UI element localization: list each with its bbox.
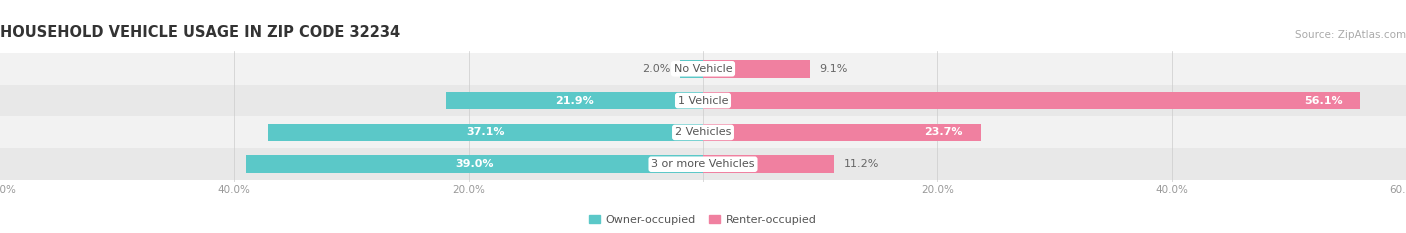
- Bar: [703, 124, 981, 141]
- Legend: Owner-occupied, Renter-occupied: Owner-occupied, Renter-occupied: [585, 211, 821, 230]
- Bar: [447, 92, 703, 109]
- Text: 3 or more Vehicles: 3 or more Vehicles: [651, 159, 755, 169]
- Bar: [679, 60, 703, 78]
- Bar: [703, 155, 834, 173]
- Bar: [703, 92, 1361, 109]
- Bar: [269, 124, 703, 141]
- Bar: [703, 60, 810, 78]
- Text: 9.1%: 9.1%: [818, 64, 848, 74]
- Text: Source: ZipAtlas.com: Source: ZipAtlas.com: [1295, 30, 1406, 40]
- Text: HOUSEHOLD VEHICLE USAGE IN ZIP CODE 32234: HOUSEHOLD VEHICLE USAGE IN ZIP CODE 3223…: [0, 25, 401, 40]
- Bar: [0, 148, 1406, 180]
- Text: 23.7%: 23.7%: [925, 127, 963, 137]
- Text: 2 Vehicles: 2 Vehicles: [675, 127, 731, 137]
- Text: 11.2%: 11.2%: [844, 159, 879, 169]
- Text: 1 Vehicle: 1 Vehicle: [678, 96, 728, 106]
- Text: 56.1%: 56.1%: [1305, 96, 1343, 106]
- Bar: [0, 116, 1406, 148]
- Text: 2.0%: 2.0%: [641, 64, 671, 74]
- Text: 37.1%: 37.1%: [467, 127, 505, 137]
- Bar: [246, 155, 703, 173]
- Bar: [0, 53, 1406, 85]
- Text: No Vehicle: No Vehicle: [673, 64, 733, 74]
- Text: 39.0%: 39.0%: [456, 159, 494, 169]
- Text: 21.9%: 21.9%: [555, 96, 595, 106]
- Bar: [0, 85, 1406, 116]
